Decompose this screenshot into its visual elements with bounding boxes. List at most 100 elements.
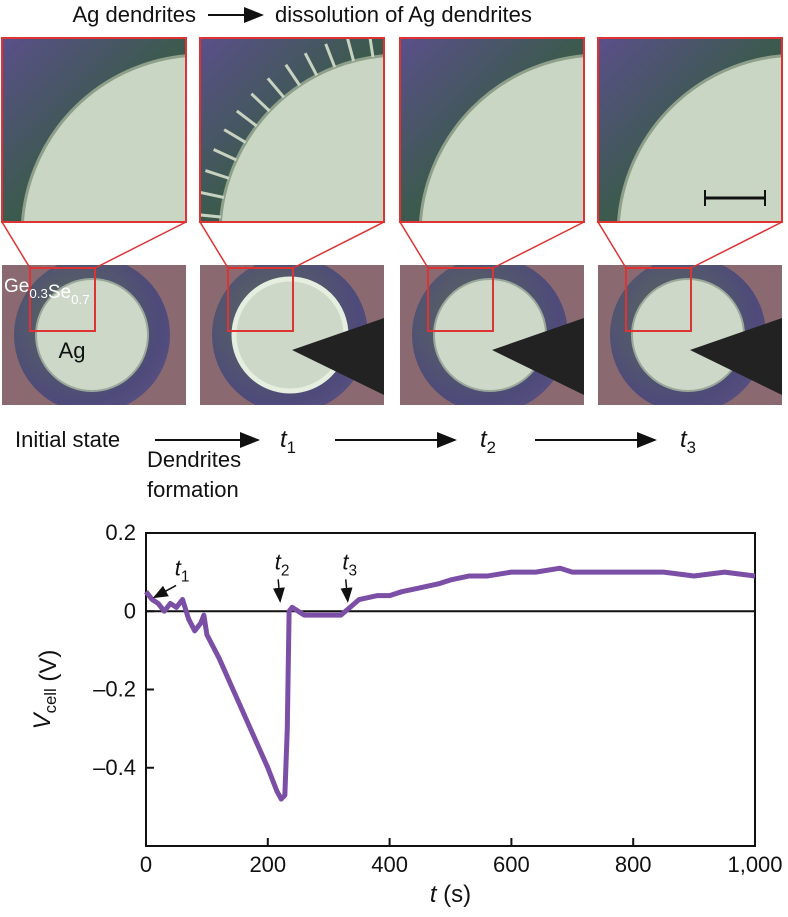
probe (292, 318, 384, 395)
dendrite (266, 77, 286, 99)
electrode (20, 54, 186, 222)
zoom-frame (1, 37, 187, 223)
step-process: Dendrites (147, 447, 241, 472)
probe (492, 318, 584, 395)
x-tick-label: 200 (249, 852, 286, 877)
electrode (218, 54, 384, 222)
annotation-part: 2 (281, 562, 290, 579)
connector (94, 221, 187, 269)
electrode (433, 278, 547, 392)
zoom-frame (597, 37, 783, 223)
small-panel (200, 265, 384, 405)
dendrite (223, 128, 247, 144)
time-label-part: 3 (687, 438, 696, 457)
electrode-label: Ag (59, 338, 86, 363)
zoom-panel (200, 30, 393, 222)
connector (597, 221, 627, 269)
x-axis-label: t (s) (430, 881, 471, 908)
time-label: t2 (480, 426, 496, 457)
time-label: t1 (280, 426, 296, 457)
inset-frame (29, 267, 96, 332)
annotation-part: 3 (349, 562, 358, 579)
inset-frame (427, 267, 494, 332)
electrode (631, 278, 745, 392)
header-left: Ag dendrites (72, 2, 196, 27)
x-tick-label: 0 (140, 852, 152, 877)
zoom-panel (400, 38, 584, 222)
annotation: t3 (342, 549, 357, 579)
connector (1, 221, 31, 269)
material-label-part: 0.7 (71, 292, 90, 307)
y-axis-label-part: V (29, 711, 56, 729)
x-axis-label-part: (s) (437, 881, 472, 908)
electrode (35, 278, 149, 392)
time-label-part: t (680, 426, 688, 453)
y-tick-label: 0 (124, 598, 136, 623)
time-label-part: t (480, 426, 488, 453)
x-tick-label: 800 (615, 852, 652, 877)
data-line (144, 565, 756, 802)
time-label-part: t (280, 426, 288, 453)
zoom-frame (199, 37, 385, 223)
time-label-part: 1 (287, 438, 296, 457)
y-tick-label: –0.4 (93, 755, 136, 780)
annotation-arrow (272, 579, 285, 603)
zoom-panel (2, 38, 186, 222)
step-process: formation (147, 477, 239, 502)
electrode (616, 54, 782, 222)
zoom-frame (399, 37, 585, 223)
time-label-part: 2 (487, 438, 496, 457)
connector (292, 221, 385, 269)
x-tick-label: 600 (493, 852, 530, 877)
annotation-part: t (275, 549, 282, 574)
dendrite (200, 190, 225, 199)
small-panel (400, 265, 584, 405)
dendrite (324, 43, 337, 68)
material-label-part: Se (48, 282, 71, 303)
dendrite (368, 38, 375, 58)
annotation-arrow (152, 584, 177, 599)
electrode (231, 276, 349, 394)
annotation-part: 1 (181, 568, 190, 585)
annotation: t2 (275, 549, 290, 579)
annotation-arrow (340, 579, 353, 603)
time-label: t3 (680, 426, 696, 457)
dendrite (204, 169, 230, 180)
y-tick-label: 0.2 (105, 520, 136, 545)
connector (199, 221, 229, 269)
x-tick-label: 400 (371, 852, 408, 877)
material-label-part: 0.3 (29, 286, 48, 301)
dendrite (284, 63, 301, 87)
dendrite (250, 92, 271, 113)
annotation-part: t (342, 549, 349, 574)
step-initial: Initial state (15, 427, 120, 452)
material-label: Ge0.3Se0.7 (4, 276, 90, 307)
annotation: t1 (175, 555, 190, 585)
header-right: dissolution of Ag dendrites (275, 2, 532, 27)
connector (690, 221, 783, 269)
y-axis-label-part: (V) (35, 650, 62, 689)
y-tick-label: –0.2 (93, 677, 136, 702)
inset-frame (227, 267, 294, 332)
dendrite (345, 38, 356, 62)
dendrite (303, 52, 319, 77)
connector (492, 221, 585, 269)
x-axis-label-part: t (430, 881, 438, 908)
y-axis-label-part: cell (41, 688, 60, 713)
connector (399, 221, 429, 269)
dendrite (392, 30, 393, 55)
probe (690, 318, 782, 395)
zoom-panel (598, 38, 782, 222)
dendrite (235, 109, 258, 128)
x-tick-label: 1,000 (727, 852, 782, 877)
y-axis-label: Vcell (V) (29, 650, 62, 730)
dendrite (213, 148, 238, 162)
annotation-part: t (175, 555, 182, 580)
electrode (418, 54, 584, 222)
inset-frame (625, 267, 692, 332)
material-label-part: Ge (4, 276, 29, 297)
